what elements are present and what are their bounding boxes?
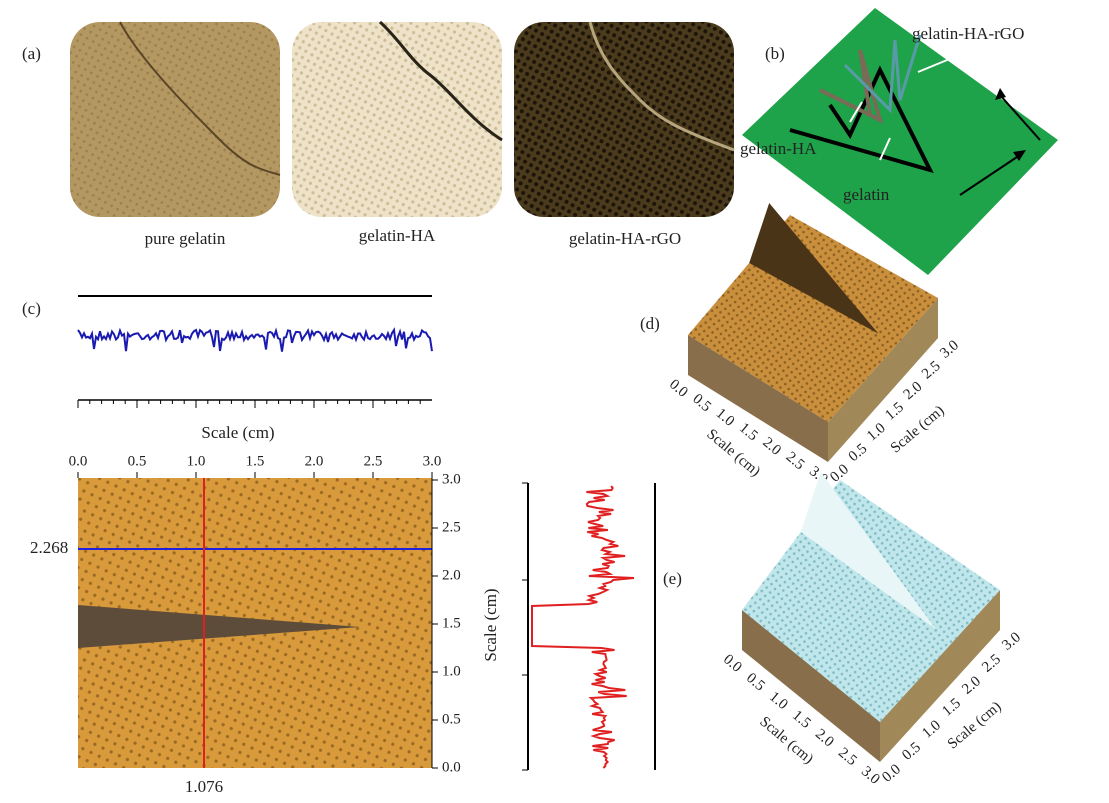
tick-label: 1.0 [187,453,206,469]
tick-label: 0.0 [69,453,88,469]
tick-label: 2.5 [442,519,461,535]
tick-label: 3.0 [423,453,442,469]
tick-label: 1.0 [713,405,738,429]
tick-label: 1.0 [919,717,944,741]
tick-label: 0.5 [128,453,147,469]
tick-label: 2.5 [979,651,1004,675]
tick-label: 2.0 [442,567,461,583]
tick-label: 0.5 [442,711,461,727]
tick-label: 2.5 [835,745,860,769]
tick-label: 2.0 [759,434,784,458]
tick-label: 2.0 [959,673,984,697]
tick-label: 0.0 [442,759,461,775]
height-profile [532,486,634,768]
tick-label: 1.5 [246,453,265,469]
tick-label: 3.0 [937,337,962,361]
tick-label: 1.5 [789,707,814,731]
tick-label: 0.5 [846,441,871,465]
panel-label: (d) [640,314,660,333]
panel-label: (a) [22,44,41,63]
surface-plot: 0.00.51.01.52.02.53.00.00.51.01.52.02.53… [720,472,1024,788]
tick-label: 0.5 [689,391,714,415]
photo [70,22,280,217]
tick-label: 0.5 [899,739,924,763]
tick-label: 0.0 [720,651,745,675]
caption: pure gelatin [145,229,226,248]
tick-label: 2.5 [783,449,808,473]
caption: gelatin-HA-rGO [569,229,681,248]
tick-label: 2.0 [305,453,324,469]
line-value: 2.268 [30,538,68,557]
tick-label: 1.5 [939,695,964,719]
tick-label: 2.0 [812,726,837,750]
tick-label: 0.0 [879,761,904,785]
tick-label: 3.0 [442,471,461,487]
tick-label: 1.5 [442,615,461,631]
figure: (a) pure gelatin gelatin-HA gelatin-HA-r… [0,0,1109,803]
tick-label: 3.0 [999,629,1024,653]
tick-label: 3.0 [858,763,883,787]
photo [292,22,502,217]
trace-label: gelatin [843,185,890,204]
trace-label: gelatin-HA [740,139,817,158]
tick-label: 1.0 [766,689,791,713]
trace-label: gelatin-HA-rGO [912,24,1024,43]
tick-label: 1.5 [882,399,907,423]
tick-label: 0.0 [666,376,691,400]
tick-label: 1.0 [442,663,461,679]
tick-label: 2.0 [901,379,926,403]
tick-label: 1.0 [864,420,889,444]
tick-label: 0.5 [743,670,768,694]
line-value: 1.076 [185,777,223,796]
axis-title: Scale (cm) [201,423,274,442]
tick-label: 1.5 [736,420,761,444]
panel-label: (e) [663,569,682,588]
arrowhead [995,88,1006,100]
height-profile [78,330,432,352]
tick-label: 2.5 [919,358,944,382]
panel-label: (b) [765,44,785,63]
axis-title: Scale (cm) [481,588,500,661]
tick-label: 2.5 [364,453,383,469]
panel-label: (c) [22,299,41,318]
photo [514,22,734,217]
caption: gelatin-HA [359,226,436,245]
